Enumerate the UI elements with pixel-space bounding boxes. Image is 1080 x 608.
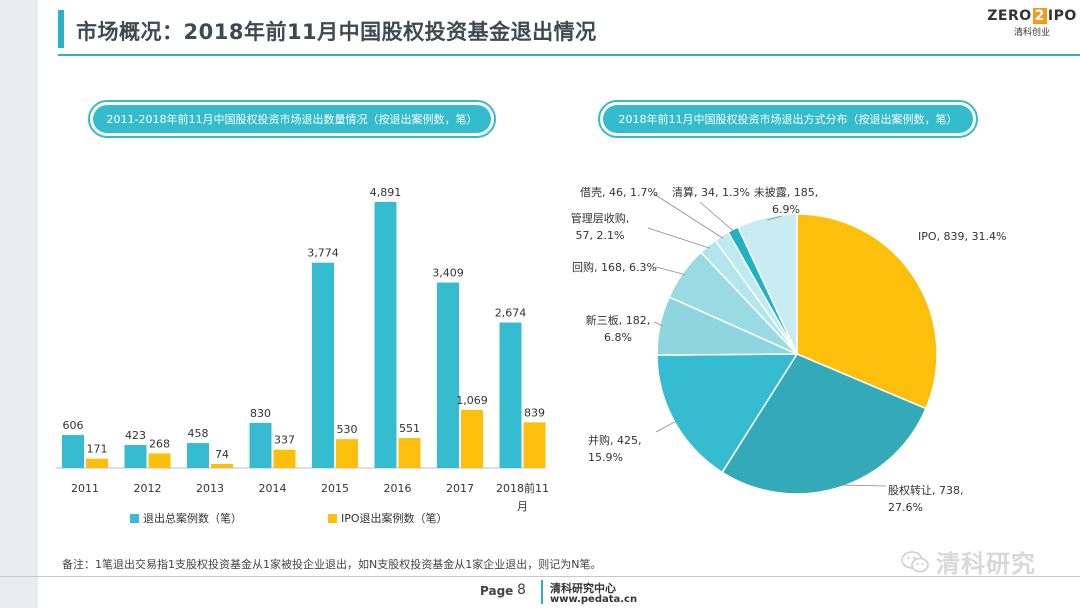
pie-slice bbox=[796, 213, 938, 410]
pie-slice-label: 清算, 34, 1.3% bbox=[672, 185, 750, 199]
bar-value-label: 458 bbox=[188, 427, 209, 440]
title-accent bbox=[58, 10, 64, 48]
legend-swatch-ipo bbox=[328, 513, 337, 523]
legend-swatch-total bbox=[130, 513, 139, 523]
bar-ipo bbox=[211, 463, 233, 468]
bar-total bbox=[437, 282, 459, 468]
pie-slice bbox=[737, 213, 798, 355]
pie-slice-label: 并购, 425, 15.9% bbox=[588, 433, 642, 464]
x-tick-label: 2018前11 bbox=[496, 481, 549, 495]
bar-value-label: 839 bbox=[524, 406, 545, 419]
bar-ipo bbox=[86, 458, 108, 468]
pie-chart: IPO, 839, 31.4% 股权转让, 738, 27.6% 并购, 425, 15… bbox=[571, 185, 1007, 514]
bar-ipo bbox=[523, 422, 546, 468]
logo-subtitle: 清科创业 bbox=[1013, 28, 1050, 38]
bar-total bbox=[124, 444, 147, 468]
bar-chart-title: 2011-2018年前11月中国股权投资市场退出数量情况（按退出案例数，笔） bbox=[93, 105, 491, 133]
pie-slice-label: 管理层收购, 57, 2.1% bbox=[571, 211, 630, 242]
bar-value-label: 1,069 bbox=[456, 394, 488, 407]
pie-leader-line bbox=[837, 484, 887, 487]
footnote: 备注：1笔退出交易指1支股权投资基金从1家被投企业退出，如N支股权投资基金从1家… bbox=[62, 558, 602, 571]
research-center-url: www.pedata.cn bbox=[550, 594, 638, 605]
research-center-name: 清科研究中心 bbox=[550, 582, 616, 595]
pie-slice-label: 未披露, 185, 6.9% bbox=[754, 185, 819, 216]
zero2ipo-logo: ZERO 2 IPO 清科创业 bbox=[986, 8, 1078, 42]
legend-item-ipo: IPO退出案例数（笔） bbox=[328, 510, 448, 526]
left-stripe bbox=[0, 0, 38, 608]
title-bar: 市场概况：2018年前11月中国股权投资基金退出情况 bbox=[58, 10, 1078, 48]
footer-separator bbox=[541, 580, 543, 604]
header-divider bbox=[58, 54, 1080, 56]
bar-value-label: 268 bbox=[149, 437, 170, 450]
pie-slice-label: 新三板, 182, 6.8% bbox=[586, 313, 651, 344]
legend-label-ipo: IPO退出案例数（笔） bbox=[341, 512, 448, 525]
bar-value-label: 3,409 bbox=[432, 267, 464, 280]
x-tick-label-cont: 月 bbox=[517, 500, 528, 513]
pie-leader-line bbox=[767, 215, 783, 221]
bar-value-label: 530 bbox=[337, 423, 358, 436]
pie-leader-line bbox=[699, 201, 735, 233]
bar-ipo bbox=[148, 453, 171, 468]
pie-leader-line bbox=[647, 227, 710, 249]
legend-item-total: 退出总案例数（笔） bbox=[130, 510, 242, 526]
logo-z-box: 2 bbox=[1032, 8, 1047, 24]
bar-total bbox=[374, 201, 397, 468]
x-tick-label: 2012 bbox=[134, 482, 162, 495]
page-number: 8 bbox=[517, 582, 526, 598]
bar-total bbox=[187, 443, 209, 468]
x-tick-label: 2013 bbox=[196, 482, 224, 495]
legend-label-total: 退出总案例数（笔） bbox=[143, 512, 242, 525]
watermark-text: 清科研究 bbox=[936, 550, 1036, 578]
pie-chart-title-pill: 2018年前11月中国股权投资市场退出方式分布（按退出案例数，笔） bbox=[598, 100, 978, 138]
bar-value-label: 3,774 bbox=[307, 247, 339, 260]
bar-ipo bbox=[273, 449, 296, 468]
x-tick-label: 2011 bbox=[71, 482, 99, 495]
pie-leader-line bbox=[655, 266, 686, 276]
bar-value-label: 74 bbox=[215, 448, 229, 461]
bar-value-label: 171 bbox=[87, 443, 108, 456]
bar-value-label: 2,674 bbox=[495, 307, 527, 320]
bar-ipo bbox=[336, 439, 358, 468]
page-label: Page bbox=[480, 584, 514, 598]
pie-leader-line bbox=[653, 193, 724, 239]
wechat-watermark: 清科研究 bbox=[900, 544, 1036, 579]
bar-value-label: 606 bbox=[63, 419, 84, 432]
logo-wordmark: ZERO 2 IPO bbox=[986, 8, 1078, 24]
footer-divider bbox=[0, 576, 1080, 577]
pie-chart-title: 2018年前11月中国股权投资市场退出方式分布（按退出案例数，笔） bbox=[603, 105, 973, 133]
x-tick-label: 2014 bbox=[259, 482, 287, 495]
bar-total bbox=[62, 435, 84, 468]
bar-total bbox=[312, 262, 334, 468]
bar-value-label: 830 bbox=[250, 407, 271, 420]
x-tick-label: 2015 bbox=[321, 482, 349, 495]
wechat-icon bbox=[901, 550, 929, 572]
bar-ipo bbox=[398, 438, 421, 468]
x-tick-label: 2016 bbox=[384, 482, 412, 495]
pie-slice-label: 回购, 168, 6.3% bbox=[572, 260, 657, 274]
bar-value-label: 551 bbox=[399, 422, 420, 435]
bar-value-label: 423 bbox=[125, 429, 146, 442]
pie-slice-label: IPO, 839, 31.4% bbox=[918, 230, 1006, 243]
pie-slice-label: 股权转让, 738, 27.6% bbox=[888, 483, 964, 514]
x-tick-label: 2017 bbox=[446, 482, 474, 495]
logo-zero: ZERO bbox=[987, 8, 1032, 24]
bar-ipo bbox=[461, 409, 483, 468]
bar-total bbox=[499, 322, 522, 468]
bar-chart-title-pill: 2011-2018年前11月中国股权投资市场退出数量情况（按退出案例数，笔） bbox=[88, 100, 496, 138]
logo-ipo: IPO bbox=[1047, 8, 1077, 24]
pie-slice-label: 借壳, 46, 1.7% bbox=[580, 185, 658, 199]
pie-slice bbox=[721, 353, 927, 495]
bar-chart-legend: 退出总案例数（笔） IPO退出案例数（笔） bbox=[130, 510, 448, 526]
pie-leader-line bbox=[655, 420, 678, 433]
pie-leader-line bbox=[653, 321, 663, 327]
bar-value-label: 4,891 bbox=[370, 186, 402, 199]
bar-value-label: 337 bbox=[274, 434, 295, 447]
bar-total bbox=[249, 422, 272, 468]
page-title: 市场概况：2018年前11月中国股权投资基金退出情况 bbox=[76, 20, 597, 44]
